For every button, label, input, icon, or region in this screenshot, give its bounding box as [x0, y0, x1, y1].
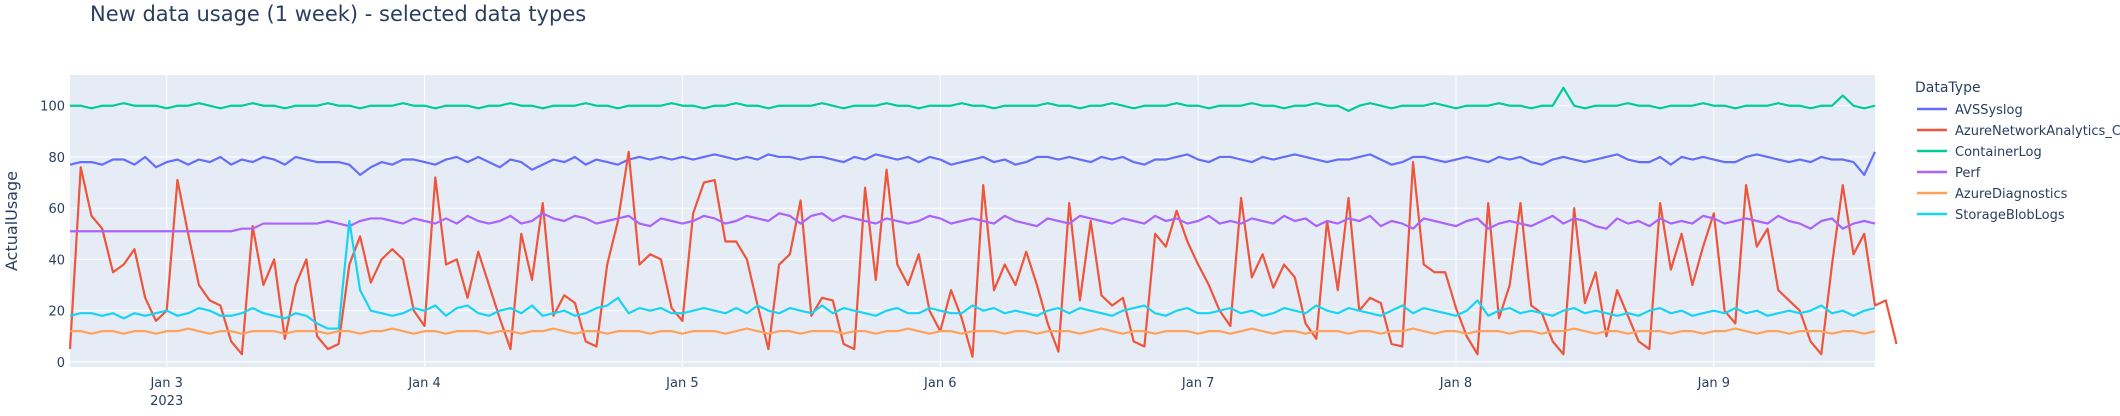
- series-line: [70, 86, 1876, 112]
- y-axis-title: ActualUsage: [2, 171, 21, 271]
- legend-label: AVSSyslog: [1955, 103, 2023, 118]
- x-tick-label: Jan 4: [407, 376, 440, 391]
- legend-item[interactable]: StorageBlobLogs: [1917, 208, 2065, 223]
- chart-title: New data usage (1 week) - selected data …: [90, 2, 587, 26]
- legend[interactable]: AVSSyslog AzureNetworkAnalytics_CL Contain…: [1917, 103, 2120, 223]
- legend-item[interactable]: AzureDiagnostics: [1917, 187, 2068, 202]
- legend-item[interactable]: AzureNetworkAnalytics_CL: [1917, 124, 2120, 139]
- x-tick-label: Jan 3: [149, 376, 182, 391]
- legend-title: DataType: [1915, 80, 1981, 96]
- legend-label: AzureDiagnostics: [1955, 187, 2068, 202]
- y-tick-label: 20: [48, 305, 65, 320]
- series-line: [70, 327, 1876, 335]
- y-tick-label: 60: [48, 202, 65, 217]
- series-line: [69, 219, 1876, 330]
- x-tick-labels: Jan 3 2023 Jan 4 Jan 5 Jan 6 Jan 7 Jan 8 Jan 9: [149, 376, 1730, 409]
- x-tick-sublabel: 2023: [150, 394, 183, 409]
- y-tick-labels: 0 20 40 60 80 100: [40, 100, 65, 371]
- legend-label: StorageBlobLogs: [1955, 208, 2065, 223]
- x-tick-label: Jan 6: [923, 376, 956, 391]
- series-line: [68, 150, 1898, 358]
- legend-label: AzureNetworkAnalytics_CL: [1955, 124, 2120, 139]
- y-tick-label: 40: [48, 253, 65, 268]
- y-tick-label: 100: [40, 100, 65, 115]
- legend-item[interactable]: AVSSyslog: [1917, 103, 2023, 118]
- series-line: [69, 151, 1876, 176]
- legend-item[interactable]: ContainerLog: [1917, 145, 2042, 160]
- x-tick-label: Jan 5: [665, 376, 698, 391]
- x-tick-label: Jan 8: [1439, 376, 1472, 391]
- legend-item[interactable]: Perf: [1917, 166, 1981, 181]
- x-tick-label: Jan 9: [1697, 376, 1730, 391]
- legend-label: ContainerLog: [1955, 145, 2042, 160]
- legend-label: Perf: [1955, 166, 1981, 181]
- x-tick-label: Jan 7: [1181, 376, 1214, 391]
- y-tick-label: 0: [57, 356, 65, 371]
- series-line: [70, 212, 1876, 233]
- series-lines: [68, 86, 1898, 358]
- y-tick-label: 80: [48, 151, 65, 166]
